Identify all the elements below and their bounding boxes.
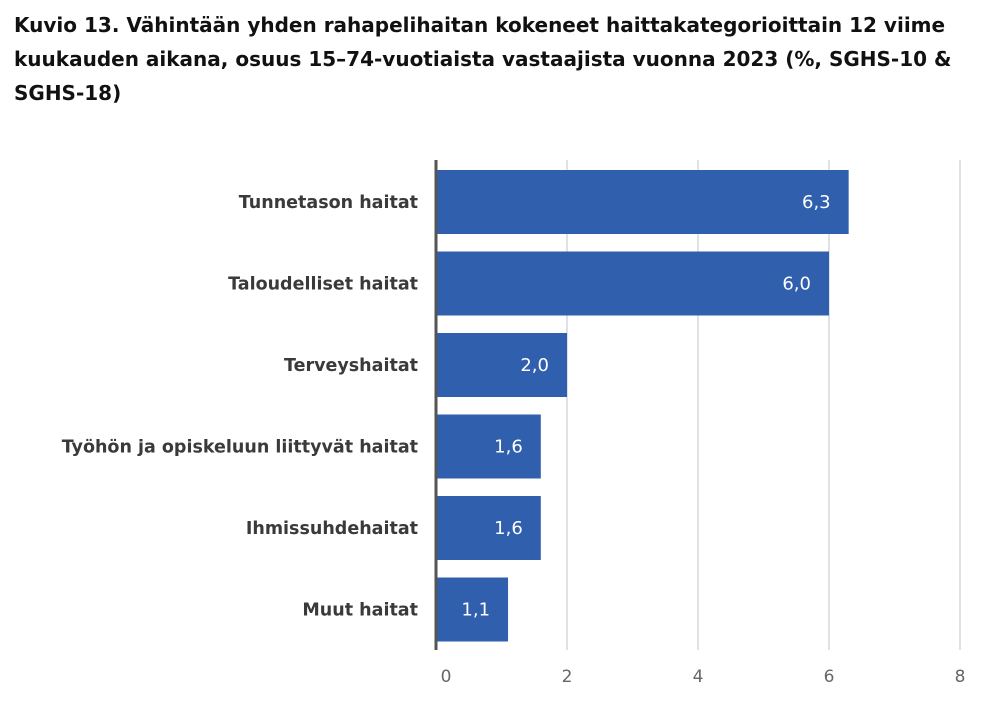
category-label: Muut haitat [302,601,418,621]
bar [436,170,849,234]
bar [436,577,509,642]
bar [436,251,829,316]
bar [436,333,567,397]
x-tick-label: 8 [955,667,966,687]
category-label: Terveyshaitat [284,356,418,376]
bars [436,170,849,642]
bar [436,496,541,560]
category-label: Tunnetason haitat [239,193,418,213]
bar [436,414,541,479]
bar-value-label: 1,6 [494,518,523,539]
bar-value-label: 6,3 [802,192,831,213]
bar-value-label: 6,0 [782,274,811,295]
bar-value-label: 2,0 [520,355,549,376]
category-label: Ihmissuhdehaitat [246,519,418,539]
labels: 6,3 Tunnetason haitat 6,0 Taloudelliset hai… [62,192,831,621]
x-tick-label: 2 [562,667,573,687]
x-tick-label: 4 [693,667,704,687]
bar-value-label: 1,6 [494,437,523,458]
x-axis-ticks: 0 2 4 6 8 [441,667,966,687]
gridlines [566,160,961,650]
x-tick-label: 6 [824,667,835,687]
bar-value-label: 1,1 [461,600,490,621]
category-label: Työhön ja opiskeluun liittyvät haitat [62,438,418,458]
chart-title: Kuvio 13. Vähintään yhden rahapelihaitan… [14,13,952,105]
category-label: Taloudelliset haitat [228,275,418,295]
x-tick-label: 0 [441,667,452,687]
